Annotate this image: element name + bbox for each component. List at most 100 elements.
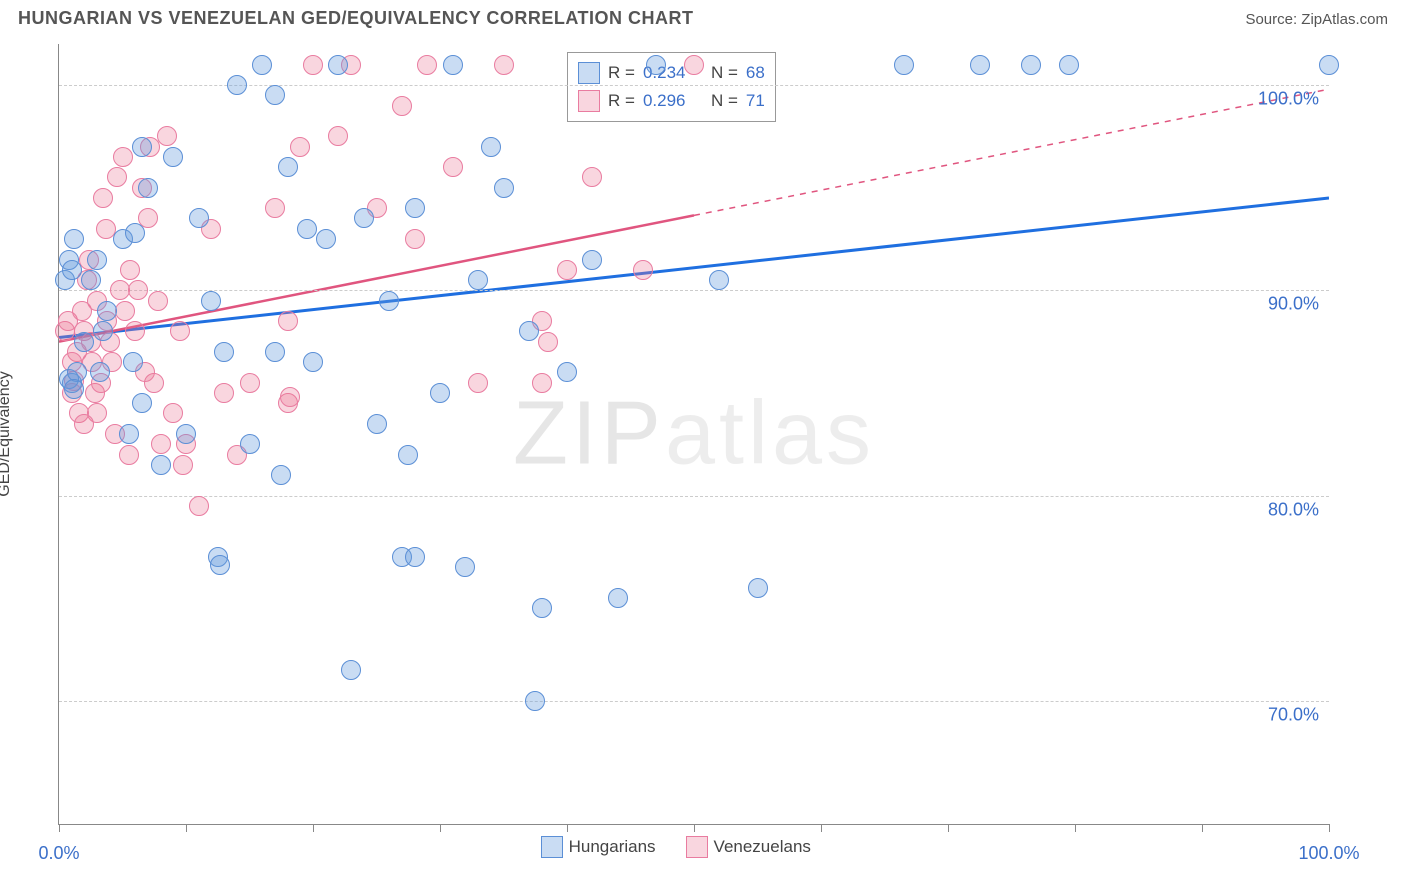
legend-label: Venezuelans xyxy=(714,837,811,857)
x-tick xyxy=(313,824,314,832)
point-hungarians xyxy=(709,270,729,290)
x-tick xyxy=(59,824,60,832)
point-hungarians xyxy=(227,75,247,95)
point-hungarians xyxy=(398,445,418,465)
point-hungarians xyxy=(1059,55,1079,75)
stats-legend: R =0.234 N = 68R =0.296 N = 71 xyxy=(567,52,776,122)
point-venezuelans xyxy=(113,147,133,167)
point-hungarians xyxy=(1021,55,1041,75)
point-hungarians xyxy=(87,250,107,270)
point-venezuelans xyxy=(128,280,148,300)
series-legend: Hungarians Venezuelans xyxy=(541,836,811,858)
x-tick xyxy=(948,824,949,832)
point-venezuelans xyxy=(582,167,602,187)
chart-source: Source: ZipAtlas.com xyxy=(1245,11,1388,28)
point-hungarians xyxy=(532,598,552,618)
stats-row: R =0.296 N = 71 xyxy=(578,87,765,115)
point-venezuelans xyxy=(240,373,260,393)
point-hungarians xyxy=(367,414,387,434)
point-hungarians xyxy=(354,208,374,228)
point-venezuelans xyxy=(120,260,140,280)
y-tick-label: 80.0% xyxy=(1268,499,1319,520)
point-hungarians xyxy=(252,55,272,75)
watermark-part1: ZIP xyxy=(513,384,665,484)
x-tick xyxy=(1329,824,1330,832)
point-hungarians xyxy=(125,223,145,243)
point-venezuelans xyxy=(125,321,145,341)
point-hungarians xyxy=(132,393,152,413)
point-hungarians xyxy=(151,455,171,475)
point-venezuelans xyxy=(163,403,183,423)
point-hungarians xyxy=(468,270,488,290)
point-hungarians xyxy=(646,55,666,75)
watermark-part2: atlas xyxy=(665,384,875,484)
x-tick xyxy=(1202,824,1203,832)
point-hungarians xyxy=(341,660,361,680)
point-venezuelans xyxy=(214,383,234,403)
point-hungarians xyxy=(90,362,110,382)
point-hungarians xyxy=(525,691,545,711)
point-hungarians xyxy=(138,178,158,198)
point-venezuelans xyxy=(468,373,488,393)
point-hungarians xyxy=(214,342,234,362)
point-hungarians xyxy=(132,137,152,157)
point-venezuelans xyxy=(107,167,127,187)
point-hungarians xyxy=(176,424,196,444)
point-hungarians xyxy=(265,342,285,362)
point-venezuelans xyxy=(280,387,300,407)
x-tick xyxy=(821,824,822,832)
point-hungarians xyxy=(455,557,475,577)
x-tick xyxy=(1075,824,1076,832)
point-hungarians xyxy=(163,147,183,167)
point-hungarians xyxy=(64,229,84,249)
point-venezuelans xyxy=(684,55,704,75)
legend-swatch xyxy=(686,836,708,858)
point-venezuelans xyxy=(93,188,113,208)
x-tick xyxy=(186,824,187,832)
y-axis-label: GED/Equivalency xyxy=(0,371,14,496)
point-hungarians xyxy=(265,85,285,105)
point-venezuelans xyxy=(538,332,558,352)
point-venezuelans xyxy=(417,55,437,75)
point-hungarians xyxy=(62,260,82,280)
legend-label: Hungarians xyxy=(569,837,656,857)
point-hungarians xyxy=(316,229,336,249)
point-hungarians xyxy=(970,55,990,75)
legend-item: Venezuelans xyxy=(686,836,811,858)
point-hungarians xyxy=(74,332,94,352)
y-tick-label: 100.0% xyxy=(1258,89,1319,110)
point-hungarians xyxy=(240,434,260,454)
point-hungarians xyxy=(443,55,463,75)
x-tick-label: 100.0% xyxy=(1298,843,1359,864)
point-hungarians xyxy=(481,137,501,157)
point-hungarians xyxy=(328,55,348,75)
point-venezuelans xyxy=(557,260,577,280)
point-hungarians xyxy=(430,383,450,403)
point-venezuelans xyxy=(392,96,412,116)
point-venezuelans xyxy=(173,455,193,475)
point-venezuelans xyxy=(405,229,425,249)
gridline xyxy=(59,496,1329,497)
point-hungarians xyxy=(297,219,317,239)
legend-swatch xyxy=(578,90,600,112)
point-venezuelans xyxy=(74,414,94,434)
point-venezuelans xyxy=(494,55,514,75)
watermark: ZIPatlas xyxy=(513,383,875,486)
point-hungarians xyxy=(582,250,602,270)
gridline xyxy=(59,290,1329,291)
chart-title: HUNGARIAN VS VENEZUELAN GED/EQUIVALENCY … xyxy=(18,8,694,29)
point-hungarians xyxy=(189,208,209,228)
point-hungarians xyxy=(97,301,117,321)
point-venezuelans xyxy=(303,55,323,75)
legend-swatch xyxy=(578,62,600,84)
point-hungarians xyxy=(210,555,230,575)
point-venezuelans xyxy=(328,126,348,146)
point-venezuelans xyxy=(265,198,285,218)
point-venezuelans xyxy=(443,157,463,177)
legend-item: Hungarians xyxy=(541,836,656,858)
point-venezuelans xyxy=(278,311,298,331)
point-venezuelans xyxy=(119,445,139,465)
x-tick xyxy=(567,824,568,832)
point-hungarians xyxy=(119,424,139,444)
stats-row: R =0.234 N = 68 xyxy=(578,59,765,87)
